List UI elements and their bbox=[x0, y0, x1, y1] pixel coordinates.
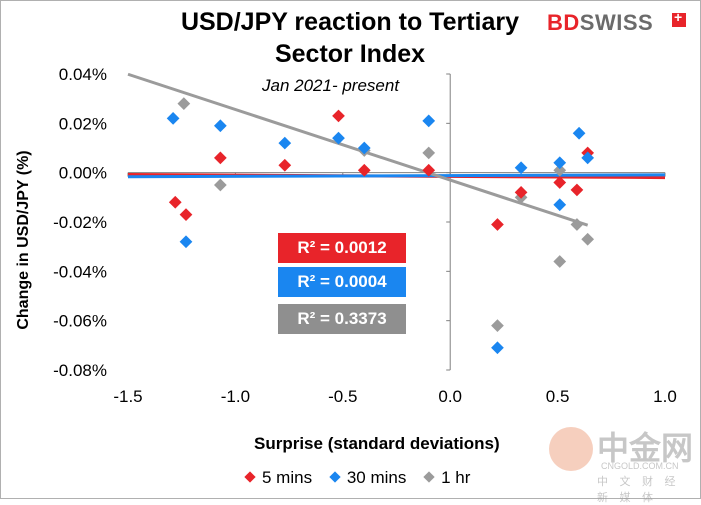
legend-marker-30min bbox=[329, 471, 341, 483]
legend-item-30min: 30 mins bbox=[329, 468, 407, 488]
trendline-1-hr bbox=[127, 72, 589, 227]
x-axis-label: Surprise (standard deviations) bbox=[254, 434, 500, 453]
watermark-logo-icon bbox=[549, 427, 593, 471]
cngold-watermark: 中金网 CNGOLD.COM.CN 中 文 财 经 新 媒 体 bbox=[545, 423, 695, 504]
watermark-text: 中金网 bbox=[597, 429, 694, 467]
x-tick-label: 1.0 bbox=[653, 387, 677, 406]
data-point-5-mins bbox=[357, 163, 371, 177]
brand-plus-icon bbox=[672, 9, 686, 27]
data-point-1-hr bbox=[422, 146, 436, 160]
watermark-site: CNGOLD.COM.CN bbox=[601, 461, 679, 471]
chart-legend: 5 mins 30 mins 1 hr bbox=[244, 468, 484, 488]
y-tick-label: 0.02% bbox=[59, 114, 107, 133]
data-point-30-mins bbox=[491, 341, 504, 355]
data-point-5-mins bbox=[168, 195, 182, 209]
legend-item-5min: 5 mins bbox=[244, 468, 313, 488]
data-point-30-mins bbox=[553, 156, 567, 170]
data-point-1-hr bbox=[214, 178, 227, 192]
data-point-5-mins bbox=[179, 208, 193, 221]
data-point-30-mins bbox=[422, 114, 436, 128]
data-point-1-hr bbox=[581, 232, 595, 246]
data-point-30-mins bbox=[357, 141, 371, 155]
y-tick-label: 0.04% bbox=[59, 65, 107, 84]
data-point-30-mins bbox=[166, 112, 180, 125]
legend-label-1hr: 1 hr bbox=[441, 468, 471, 487]
y-tick-label: -0.08% bbox=[53, 361, 107, 380]
brand-part2: SWISS bbox=[579, 10, 654, 35]
data-point-1-hr bbox=[491, 319, 504, 332]
legend-marker-5min bbox=[244, 471, 256, 483]
data-point-5-mins bbox=[214, 151, 227, 165]
data-point-5-mins bbox=[278, 158, 292, 172]
data-point-30-mins bbox=[278, 136, 292, 150]
data-point-5-mins bbox=[491, 218, 504, 231]
y-tick-label: -0.04% bbox=[53, 262, 107, 281]
chart-title: USD/JPY reaction to Tertiary Sector Inde… bbox=[180, 8, 520, 68]
watermark-sub: 中 文 财 经 新 媒 体 bbox=[597, 475, 680, 504]
data-point-30-mins bbox=[214, 119, 227, 133]
data-point-5-mins bbox=[422, 163, 436, 177]
x-tick-label: -0.5 bbox=[328, 387, 357, 406]
chart-subtitle: Jan 2021- present bbox=[262, 76, 400, 95]
data-point-5-mins bbox=[570, 183, 584, 197]
data-point-30-mins bbox=[179, 235, 193, 249]
trendline-30-mins bbox=[127, 173, 666, 179]
x-tick-label: -1.0 bbox=[221, 387, 250, 406]
r2-30min-label: R² = 0.0004 bbox=[278, 267, 406, 297]
data-point-30-mins bbox=[553, 198, 567, 212]
data-point-30-mins bbox=[332, 131, 345, 145]
legend-item-1hr: 1 hr bbox=[423, 468, 471, 488]
data-point-1-hr bbox=[177, 97, 191, 110]
data-point-1-hr bbox=[553, 255, 567, 268]
x-tick-label: 0.0 bbox=[438, 387, 462, 406]
legend-marker-1hr bbox=[423, 471, 435, 483]
legend-label-5min: 5 mins bbox=[262, 468, 313, 487]
brand-part1: BD bbox=[547, 10, 580, 35]
y-tick-label: -0.02% bbox=[53, 213, 107, 232]
x-tick-label: -1.5 bbox=[113, 387, 142, 406]
data-point-30-mins bbox=[572, 126, 586, 140]
y-tick-label: 0.00% bbox=[59, 164, 107, 183]
brand-logo: BDSWISS bbox=[547, 10, 653, 36]
legend-label-30min: 30 mins bbox=[346, 468, 407, 487]
data-point-5-mins bbox=[332, 109, 345, 123]
r2-1hr-label: R² = 0.3373 bbox=[278, 304, 406, 334]
r2-5min-label: R² = 0.0012 bbox=[278, 233, 406, 263]
x-tick-label: 0.5 bbox=[546, 387, 570, 406]
y-tick-label: -0.06% bbox=[53, 312, 107, 331]
